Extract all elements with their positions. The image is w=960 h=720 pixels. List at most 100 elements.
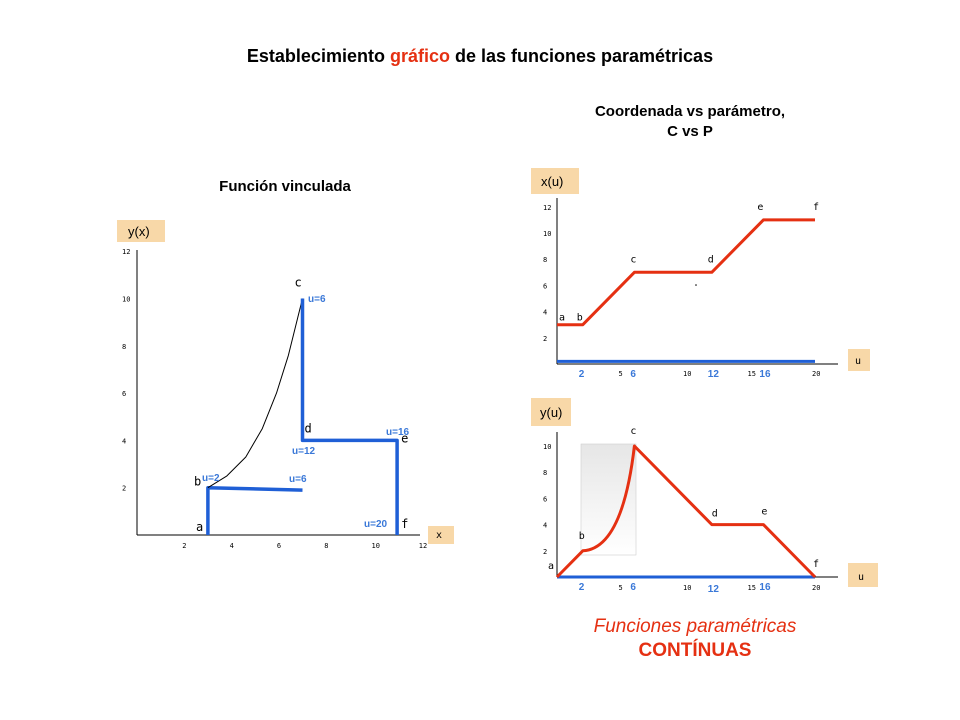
y-tick-label: 12 bbox=[122, 248, 130, 256]
y-axis-label: y(x) bbox=[128, 224, 150, 239]
chart-y-vs-u: y(u) u 5 10 15 20 2 4 6 8 10 a b c d e f 2 6 12 16 bbox=[531, 398, 878, 595]
chart3-lines bbox=[555, 444, 817, 579]
annotation-u12: u=12 bbox=[292, 446, 316, 457]
xlabel-box bbox=[848, 349, 870, 371]
y-tick-label: 10 bbox=[543, 230, 551, 238]
chart1-lines bbox=[206, 298, 399, 535]
u-value-label: 16 bbox=[759, 369, 771, 380]
chart3-u-labels: 2 6 12 16 bbox=[579, 582, 771, 595]
u-value-label: 16 bbox=[759, 582, 771, 593]
x-tick-label: 15 bbox=[748, 370, 756, 378]
x-tick-label: 20 bbox=[812, 584, 820, 592]
x-tick-label: 10 bbox=[683, 584, 691, 592]
chart3-ticks: 5 10 15 20 2 4 6 8 10 bbox=[543, 443, 820, 592]
y-tick-label: 6 bbox=[543, 282, 547, 290]
annotation-u2: u=2 bbox=[202, 473, 220, 484]
x-tick-label: 4 bbox=[230, 542, 234, 550]
xlabel-box bbox=[428, 526, 454, 544]
chart1-series-line bbox=[300, 298, 399, 535]
u-value-label: 12 bbox=[708, 584, 720, 595]
chart2-u-labels: 2 6 12 16 bbox=[579, 369, 771, 380]
y-tick-label: 2 bbox=[543, 548, 547, 556]
y-tick-label: 6 bbox=[122, 390, 126, 398]
point-label: c bbox=[630, 254, 636, 265]
y-tick-label: 10 bbox=[543, 443, 551, 451]
point-label: d bbox=[305, 421, 312, 435]
right-heading: Coordenada vs parámetro, C vs P bbox=[540, 102, 840, 142]
y-tick-label: 2 bbox=[122, 485, 126, 493]
point-label: c bbox=[630, 426, 636, 437]
x-tick-label: 12 bbox=[419, 542, 427, 550]
x-tick-label: 10 bbox=[372, 542, 380, 550]
point-label: a bbox=[196, 520, 203, 534]
y-tick-label: 12 bbox=[543, 204, 551, 212]
chart2-lines bbox=[557, 218, 815, 363]
y-tick-label: 10 bbox=[122, 296, 130, 304]
y-tick-label: 4 bbox=[543, 309, 547, 317]
x-axis-label: u bbox=[858, 572, 864, 583]
page-title: Establecimiento gráfico de las funciones… bbox=[246, 46, 714, 66]
point-label: c bbox=[295, 276, 302, 290]
x-tick-label: 15 bbox=[748, 584, 756, 592]
u-value-label: 12 bbox=[708, 369, 720, 380]
y-tick-label: 8 bbox=[543, 469, 547, 477]
y-tick-label: 2 bbox=[543, 335, 547, 343]
x-tick-label: 5 bbox=[619, 370, 623, 378]
point-label: b bbox=[579, 531, 585, 542]
point-label: e bbox=[761, 507, 767, 518]
u-value-label: 2 bbox=[579, 369, 585, 380]
chart1-series-line bbox=[207, 298, 303, 489]
point-label: f bbox=[813, 559, 819, 570]
annotation-u6-bottom: u=6 bbox=[289, 474, 307, 485]
y-axis-label: y(u) bbox=[540, 405, 562, 420]
y-tick-label: 8 bbox=[122, 343, 126, 351]
u-value-label: 6 bbox=[630, 582, 636, 593]
chart2-ticks: 5 10 15 20 2 4 6 8 10 12 bbox=[543, 204, 820, 378]
footer-line2: CONTÍNUAS bbox=[638, 640, 752, 661]
annotation-u6-top: u=6 bbox=[308, 294, 326, 305]
x-axis-label: u bbox=[855, 356, 861, 367]
ylabel-box bbox=[531, 398, 571, 426]
x-tick-label: 8 bbox=[324, 542, 328, 550]
u-value-label: 6 bbox=[630, 369, 636, 380]
footer-line1: Funciones paramétricas bbox=[593, 616, 797, 637]
right-heading-line2: C vs P bbox=[667, 123, 713, 140]
chart-x-vs-u: x(u) u 5 10 15 20 2 4 6 8 10 12 a b c d e f 2 6 12 16 bbox=[531, 168, 870, 380]
stray-dot bbox=[695, 284, 697, 286]
y-tick-label: 6 bbox=[543, 495, 547, 503]
point-label: f bbox=[813, 202, 819, 213]
y-axis-label: x(u) bbox=[541, 174, 563, 189]
point-label: d bbox=[708, 254, 714, 265]
point-label: a bbox=[559, 313, 565, 324]
point-label: a bbox=[548, 561, 554, 572]
y-tick-label: 4 bbox=[122, 437, 126, 445]
point-label: e bbox=[401, 431, 408, 445]
left-heading: Función vinculada bbox=[219, 178, 351, 195]
x-tick-label: 10 bbox=[683, 370, 691, 378]
point-label: e bbox=[757, 202, 763, 213]
chart3-series-line bbox=[555, 444, 817, 579]
chart1-ticks: 2 4 6 8 10 12 2 4 6 8 10 12 bbox=[122, 248, 427, 550]
chart2-point-labels: a b c d e f bbox=[559, 202, 819, 324]
annotation-u16: u=16 bbox=[386, 427, 410, 438]
annotation-u20: u=20 bbox=[364, 519, 388, 530]
y-tick-label: 8 bbox=[543, 256, 547, 264]
chart3-point-labels: a b c d e f bbox=[548, 426, 819, 572]
point-label: b bbox=[577, 313, 583, 324]
ylabel-box bbox=[117, 220, 165, 242]
x-tick-label: 2 bbox=[182, 542, 186, 550]
x-tick-label: 5 bbox=[619, 584, 623, 592]
u-value-label: 2 bbox=[579, 582, 585, 593]
xlabel-box bbox=[848, 563, 878, 587]
chart2-series-line bbox=[557, 218, 815, 327]
point-label: d bbox=[712, 509, 718, 520]
x-axis-label: x bbox=[436, 530, 442, 541]
point-label: f bbox=[401, 517, 408, 531]
highlight-panel bbox=[580, 443, 637, 556]
x-tick-label: 6 bbox=[277, 542, 281, 550]
right-heading-line1: Coordenada vs parámetro, bbox=[594, 103, 786, 120]
point-label: b bbox=[194, 475, 201, 489]
x-tick-label: 20 bbox=[812, 370, 820, 378]
